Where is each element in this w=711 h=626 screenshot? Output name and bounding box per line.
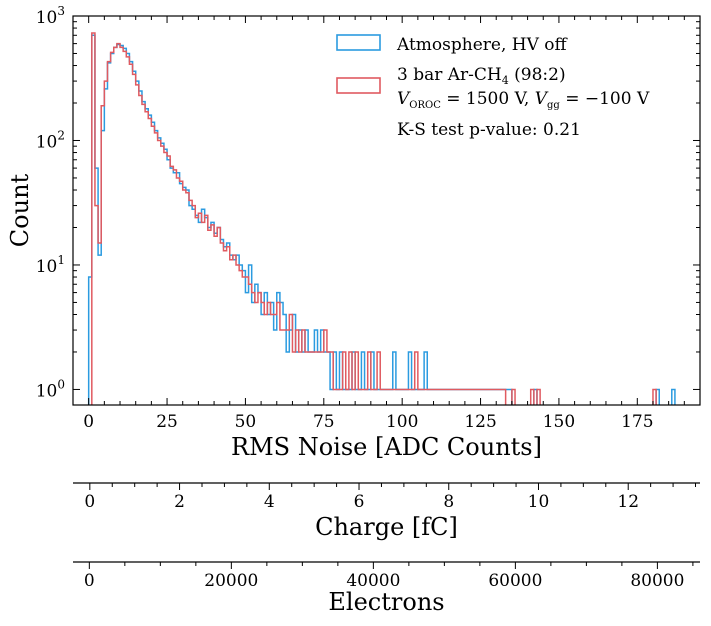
y-axis-title: Count <box>6 173 34 247</box>
y-tick-label: 103 <box>36 4 65 28</box>
x-axis-title: RMS Noise [ADC Counts] <box>231 433 542 461</box>
x-tick-label: 50 <box>235 412 257 432</box>
y-tick-label: 102 <box>36 128 65 152</box>
legend-swatch-atmosphere <box>336 34 381 51</box>
secondary-tick-label: 20000 <box>204 571 258 591</box>
electrons-axis-title: Electrons <box>328 588 444 616</box>
x-tick-label: 175 <box>621 412 653 432</box>
plot-frame <box>72 15 701 406</box>
charge-axis: 0 2 4 6 8 10 12 Charge [fC] <box>73 482 700 541</box>
secondary-tick-label: 0 <box>84 492 95 512</box>
x-tick-label: 0 <box>83 412 94 432</box>
legend: Atmosphere, HV off 3 bar Ar-CH4 (98:2) V… <box>336 34 650 140</box>
series-ar-ch4-histogram <box>91 32 657 405</box>
x-tick-label: 100 <box>386 412 418 432</box>
y-tick-label: 101 <box>36 253 65 277</box>
charge-axis-title: Charge [fC] <box>315 513 458 541</box>
x-tick-label: 25 <box>156 412 178 432</box>
legend-label-atmosphere: Atmosphere, HV off <box>396 35 569 55</box>
secondary-tick-label: 6 <box>354 492 365 512</box>
secondary-tick-label: 60000 <box>488 571 542 591</box>
secondary-tick-label: 4 <box>264 492 275 512</box>
y-tick-label: 100 <box>36 377 65 401</box>
secondary-tick-label: 12 <box>617 492 639 512</box>
secondary-tick-label: 40000 <box>346 571 400 591</box>
secondary-tick-label: 10 <box>528 492 550 512</box>
secondary-tick-label: 8 <box>443 492 454 512</box>
ks-test-annotation: K-S test p-value: 0.21 <box>397 120 581 140</box>
secondary-tick-label: 0 <box>84 571 95 591</box>
x-tick-label: 75 <box>313 412 335 432</box>
x-tick-label: 125 <box>464 412 496 432</box>
electrons-axis: 0 20000 40000 60000 80000 Electrons <box>73 561 700 616</box>
x-tick-label: 150 <box>543 412 575 432</box>
secondary-tick-label: 2 <box>174 492 185 512</box>
legend-label-ar-ch4: 3 bar Ar-CH4 (98:2) <box>397 65 566 87</box>
secondary-tick-label: 80000 <box>630 571 684 591</box>
legend-swatch-ar-ch4 <box>336 77 381 94</box>
series-layer <box>87 32 676 405</box>
legend-label-ar-ch4-voltages: VOROC = 1500 V, Vgg = −100 V <box>397 89 650 111</box>
